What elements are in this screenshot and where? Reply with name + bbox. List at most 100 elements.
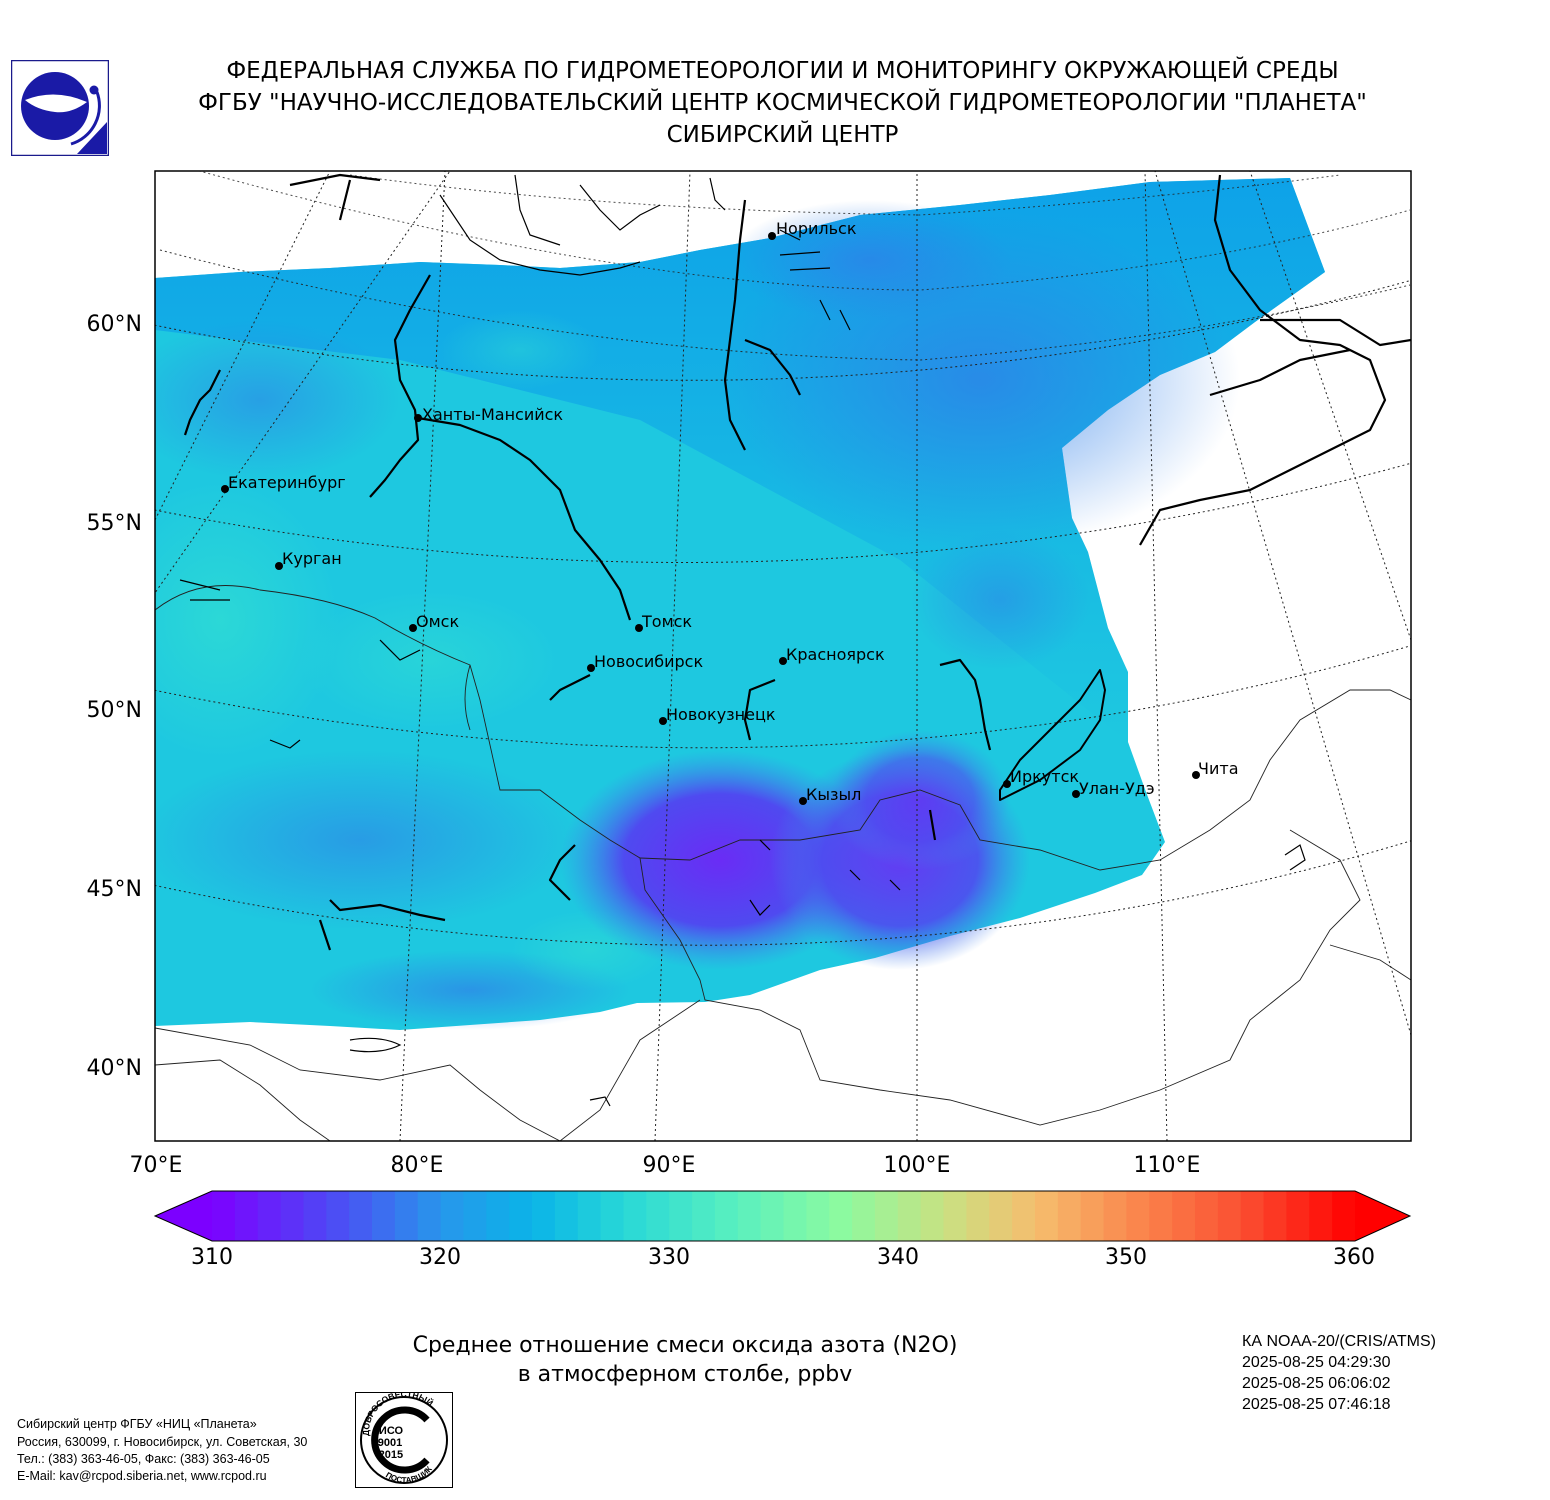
city-label: Улан-Удэ	[1079, 779, 1155, 798]
colorbar-segment	[852, 1191, 876, 1241]
colorbar-segment	[1034, 1191, 1059, 1241]
city-label: Новосибирск	[594, 652, 703, 671]
colorbar-segment	[600, 1191, 625, 1241]
ob-river	[369, 274, 431, 498]
iso-certification-badge: ДОБРОСОВЕСТНЫЙ ПОСТАВЩИК ИСО 9001 -2015	[355, 1392, 453, 1488]
city-label: Норильск	[776, 219, 857, 238]
colorbar-segment	[737, 1191, 762, 1241]
lon-label: 90°E	[642, 1153, 696, 1178]
n2o-map: Норильск Ханты-Мансийск Екатеринбург Кур…	[154, 170, 1412, 1142]
colorbar-segment	[509, 1191, 533, 1241]
iso-text-3: -2015	[375, 1449, 403, 1461]
satellite-name: КА NOAA-20/(CRIS/ATMS)	[1242, 1333, 1436, 1350]
colorbar-segment	[1217, 1191, 1242, 1241]
colorbar-segment	[394, 1191, 419, 1241]
lon-label: 100°E	[883, 1153, 951, 1178]
colorbar-segment	[532, 1191, 556, 1241]
colorbar-tick: 310	[191, 1245, 233, 1270]
colorbar-segment	[212, 1191, 236, 1241]
colorbar-segment	[920, 1191, 945, 1241]
pass-time: 2025-08-25 07:46:18	[1242, 1396, 1391, 1413]
colorbar-segment	[577, 1191, 602, 1241]
city-label: Екатеринбург	[228, 473, 346, 492]
colorbar-segment	[829, 1191, 853, 1241]
colorbar-segment	[874, 1191, 899, 1241]
lat-label: 50°N	[86, 698, 142, 723]
lon-label: 80°E	[390, 1153, 444, 1178]
city-label: Омск	[416, 612, 459, 631]
colorbar-segment	[280, 1191, 305, 1241]
city-label: Новокузнецк	[666, 705, 776, 724]
lat-label: 45°N	[86, 877, 142, 902]
colorbar-segment	[1240, 1191, 1265, 1241]
colorbar-segment	[1080, 1191, 1105, 1241]
pass-time: 2025-08-25 04:29:30	[1242, 1354, 1391, 1371]
colorbar-tick: 350	[1105, 1245, 1147, 1270]
colorbar-segment	[417, 1191, 442, 1241]
colorbar-segment	[1126, 1191, 1150, 1241]
iso-text-1: ИСО	[379, 1425, 404, 1437]
colorbar-segment	[1263, 1191, 1288, 1241]
colorbar	[153, 1190, 1412, 1242]
colorbar-segment	[440, 1191, 465, 1241]
colorbar-segment	[349, 1191, 373, 1241]
planeta-logo-icon	[11, 60, 109, 156]
colorbar-segment	[463, 1191, 487, 1241]
colorbar-segment	[1149, 1191, 1173, 1241]
colorbar-segment	[1012, 1191, 1036, 1241]
colorbar-segment	[646, 1191, 670, 1241]
colorbar-segment	[326, 1191, 350, 1241]
map-title-line-1: Среднее отношение смеси оксида азота (N2…	[412, 1333, 958, 1358]
colorbar-segment	[372, 1191, 396, 1241]
colorbar-segment	[486, 1191, 510, 1241]
colorbar-tick: 340	[877, 1245, 919, 1270]
colorbar-segment	[966, 1191, 990, 1241]
iso-text-2: 9001	[378, 1437, 402, 1449]
lon-label: 70°E	[129, 1153, 183, 1178]
colorbar-segment	[1286, 1191, 1310, 1241]
footer-line: Россия, 630099, г. Новосибирск, ул. Сове…	[17, 1435, 308, 1449]
map-title-line-2: в атмосферном столбе, ppbv	[517, 1362, 853, 1387]
lena-river	[1139, 174, 1387, 546]
header-line-3: СИБИРСКИЙ ЦЕНТР	[666, 122, 899, 148]
colorbar-segment	[234, 1191, 259, 1241]
lat-label: 40°N	[86, 1056, 142, 1081]
colorbar-segment	[989, 1191, 1013, 1241]
colorbar-segment	[714, 1191, 739, 1241]
lat-label: 55°N	[86, 511, 142, 536]
colorbar-segment	[669, 1191, 693, 1241]
colorbar-segment	[760, 1191, 785, 1241]
colorbar-extend-min	[155, 1191, 212, 1241]
colorbar-tick: 330	[648, 1245, 690, 1270]
city-label: Курган	[282, 549, 342, 568]
colorbar-segment	[623, 1191, 647, 1241]
colorbar-segment	[1332, 1191, 1356, 1241]
colorbar-segment	[943, 1191, 967, 1241]
colorbar-segment	[257, 1191, 282, 1241]
yenisei-river	[723, 199, 747, 451]
city-label: Томск	[641, 612, 692, 631]
colorbar-segment	[897, 1191, 922, 1241]
colorbar-extend-max	[1355, 1191, 1410, 1241]
colorbar-segment	[1103, 1191, 1127, 1241]
colorbar-segment	[692, 1191, 716, 1241]
pass-time: 2025-08-25 06:06:02	[1242, 1375, 1391, 1392]
colorbar-segment	[783, 1191, 807, 1241]
city-label: Ханты-Мансийск	[422, 405, 563, 424]
colorbar-segment	[1057, 1191, 1082, 1241]
lat-label: 60°N	[86, 312, 142, 337]
city-label: Красноярск	[786, 645, 885, 664]
colorbar-segment	[1172, 1191, 1196, 1241]
header-line-1: ФЕДЕРАЛЬНАЯ СЛУЖБА ПО ГИДРОМЕТЕОРОЛОГИИ …	[226, 58, 1339, 84]
colorbar-segment	[1194, 1191, 1219, 1241]
lon-label: 110°E	[1133, 1153, 1201, 1178]
colorbar-tick: 360	[1333, 1245, 1375, 1270]
header-line-2: ФГБУ "НАУЧНО-ИССЛЕДОВАТЕЛЬСКИЙ ЦЕНТР КОС…	[198, 90, 1367, 116]
footer-line: Тел.: (383) 363-46-05, Факс: (383) 363-4…	[17, 1452, 270, 1466]
colorbar-tick: 320	[419, 1245, 461, 1270]
colorbar-segment	[1309, 1191, 1333, 1241]
city-label: Чита	[1198, 759, 1239, 778]
footer-line: Сибирский центр ФГБУ «НИЦ «Планета»	[17, 1417, 257, 1431]
colorbar-segment	[806, 1191, 830, 1241]
city-label: Иркутск	[1010, 767, 1079, 786]
